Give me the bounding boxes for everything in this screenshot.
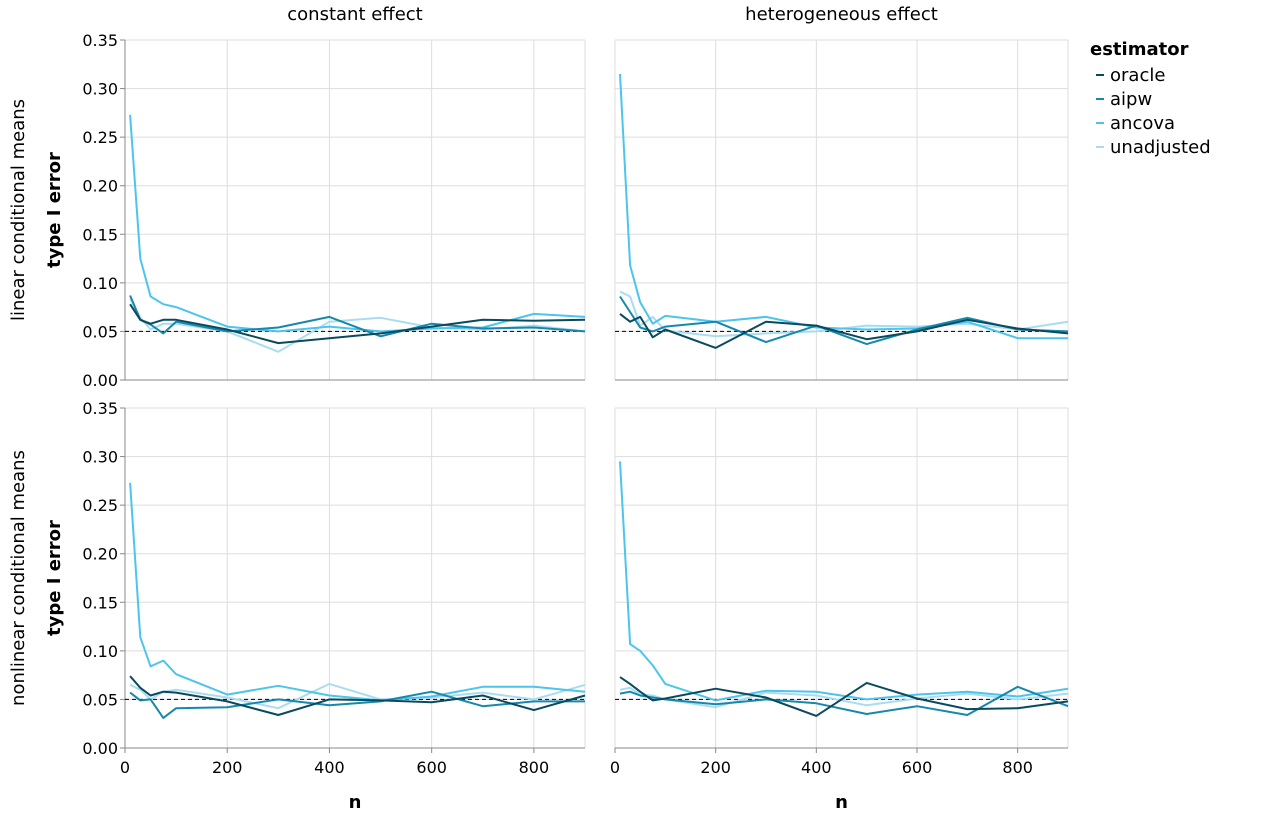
legend-title: estimator: [1090, 39, 1189, 60]
y-tick-label: 0.15: [82, 593, 118, 612]
y-tick-label: 0.20: [82, 545, 118, 564]
x-tick-label: 400: [314, 758, 345, 777]
x-tick-label: 600: [416, 758, 447, 777]
y-tick-label: 0.00: [82, 739, 118, 758]
y-tick-label: 0.10: [82, 642, 118, 661]
x-tick-label: 600: [902, 758, 933, 777]
x-tick-label: 0: [610, 758, 620, 777]
y-tick-label: 0.35: [82, 399, 118, 418]
y-tick-label: 0.25: [82, 128, 118, 147]
panel-r1-c0-line-aipw: [129, 690, 585, 719]
y-tick-label: 0.00: [82, 371, 118, 390]
y-tick-label: 0.10: [82, 274, 118, 293]
panel-r1-c1-line-ancova: [619, 461, 1069, 702]
y-axis-title: type I error: [44, 152, 65, 268]
y-tick-label: 0.05: [82, 322, 118, 341]
panel-r0-c0-line-oracle: [129, 303, 586, 345]
panel-r0-c1-line-ancova: [619, 73, 1068, 340]
x-tick-label: 0: [120, 758, 130, 777]
x-axis-title: n: [349, 792, 362, 813]
x-tick-label: 800: [1002, 758, 1033, 777]
legend-label-oracle: oracle: [1110, 65, 1165, 86]
y-tick-label: 0.35: [82, 31, 118, 50]
y-axis-title: type I error: [44, 520, 65, 636]
x-tick-label: 200: [212, 758, 243, 777]
panel-r1-c1-line-oracle: [619, 676, 1069, 717]
y-tick-label: 0.30: [82, 448, 118, 467]
y-tick-label: 0.20: [82, 177, 118, 196]
panel-r0-c0-line-unadjusted: [129, 297, 586, 353]
legend-label-ancova: ancova: [1110, 113, 1175, 134]
panel-r1-c0-line-ancova: [129, 482, 586, 702]
panel-r0-c1-line-oracle: [619, 313, 1069, 349]
x-axis-title: n: [835, 792, 848, 813]
legend-label-aipw: aipw: [1110, 89, 1152, 110]
x-tick-label: 400: [801, 758, 832, 777]
y-tick-label: 0.05: [82, 690, 118, 709]
panel-r1-c0-line-oracle: [129, 675, 586, 716]
row-title-0: linear conditional means: [8, 99, 29, 321]
y-tick-label: 0.15: [82, 225, 118, 244]
y-tick-label: 0.30: [82, 80, 118, 99]
panel-r1-c1-line-aipw: [619, 685, 1069, 716]
column-title-1: heterogeneous effect: [745, 4, 938, 25]
column-title-0: constant effect: [287, 4, 422, 25]
legend-label-unadjusted: unadjusted: [1110, 137, 1211, 158]
row-title-1: nonlinear conditional means: [8, 450, 29, 706]
panel-r0-c1-line-unadjusted: [619, 290, 1069, 338]
x-tick-label: 200: [700, 758, 731, 777]
x-tick-label: 800: [519, 758, 550, 777]
panel-r0-c1-line-aipw: [619, 295, 1069, 346]
panel-r0-c0-line-ancova: [129, 114, 586, 333]
y-tick-label: 0.25: [82, 496, 118, 515]
